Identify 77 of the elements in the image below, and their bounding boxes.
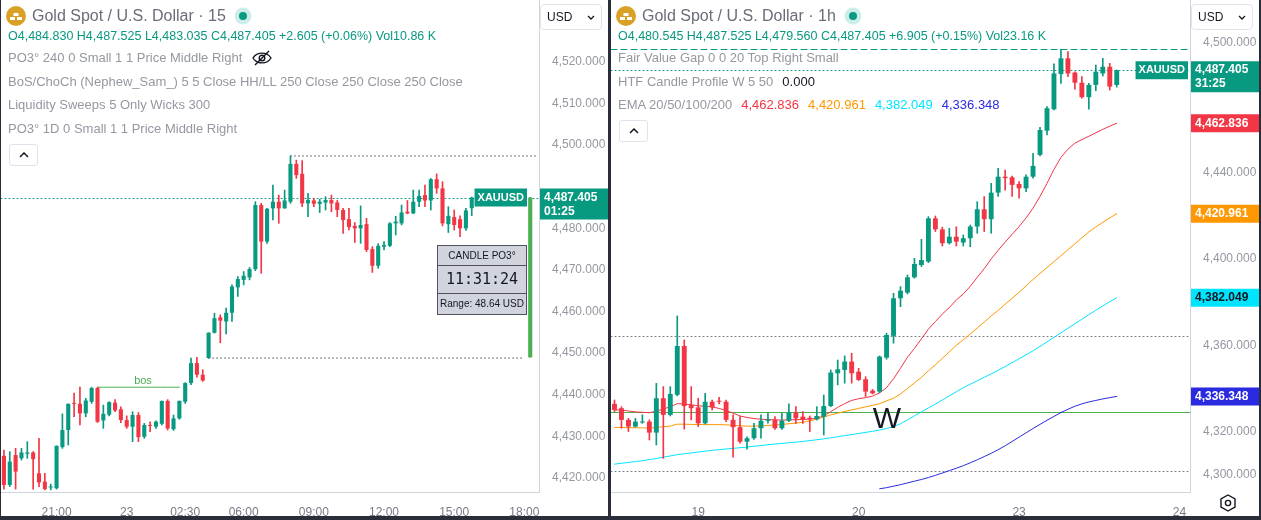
y-tick-label: 4,440.000 xyxy=(1203,164,1257,179)
text: 4,336.348 xyxy=(1195,388,1249,403)
y-tick-label: 4,500.000 xyxy=(1203,35,1257,50)
candlestick xyxy=(72,392,77,418)
y-tick-label: 4,360.000 xyxy=(1203,337,1257,352)
annotation: 4,462.836 xyxy=(741,96,800,114)
text: 4,420.961 xyxy=(1195,206,1249,220)
y-tick-label: 4,430.000 xyxy=(552,428,606,443)
candlestick xyxy=(953,226,959,247)
x-tick-label: 23 xyxy=(120,504,134,519)
candlestick xyxy=(148,421,153,433)
candlestick xyxy=(835,359,841,386)
text: 31:25 xyxy=(1195,76,1227,91)
candlestick xyxy=(1016,181,1022,199)
text: 4,487.405 xyxy=(544,189,598,204)
annotation: 0.000 xyxy=(782,72,815,91)
candlestick xyxy=(31,451,36,490)
candlestick xyxy=(814,406,820,421)
annotation: PO3° 1D 0 Small 1 1 Price Middle Right xyxy=(8,119,238,138)
text: 01:25 xyxy=(544,203,576,218)
candlestick xyxy=(381,241,387,251)
text: 4,487.405 xyxy=(1195,62,1249,77)
y-tick-label: 4,320.000 xyxy=(1203,424,1257,439)
y-tick-label: 4,460.000 xyxy=(552,303,606,318)
currency-select: USD xyxy=(540,4,602,30)
y-tick-label: 4,440.000 xyxy=(552,386,606,401)
annotation: Liquidity Sweeps 5 Only Wicks 300 xyxy=(8,96,211,114)
y-tick-label: 4,450.000 xyxy=(552,345,606,360)
candlestick xyxy=(744,436,750,450)
annotation: EMA 20/50/100/200 xyxy=(618,96,733,114)
x-tick-label: 20 xyxy=(851,504,866,519)
annotation: BoS/ChoCh (Nephew_Sam_) 5 5 Close HH/LL 250 Close 250 Close 250 Close xyxy=(8,72,463,91)
y-tick-label: 4,510.000 xyxy=(552,95,606,110)
candlestick xyxy=(218,314,223,344)
annotation: 4,382.049 xyxy=(874,96,933,114)
y-tick-label: 4,400.000 xyxy=(1203,251,1257,266)
candlestick xyxy=(48,483,53,491)
text: 4,382.049 xyxy=(1195,290,1249,305)
x-tick-label: 15:00 xyxy=(439,504,470,519)
annotation: HTF Candle Profile W 5 50 xyxy=(618,72,774,91)
info-box: CANDLE PO3° 11:31:24 Range: 48.64 USD xyxy=(437,245,527,315)
annotation: 11:31:24 xyxy=(438,266,526,294)
series-label: XAUUSD xyxy=(477,190,525,203)
x-tick-label: 21:00 xyxy=(41,504,72,519)
x-tick-label: 02:30 xyxy=(170,504,201,519)
annotation: PO3° 240 0 Small 1 1 Price Middle Right xyxy=(8,49,243,67)
x-tick-label: 09:00 xyxy=(298,504,330,519)
x-tick-label: 19 xyxy=(691,504,706,519)
annotation: CANDLE PO3° xyxy=(438,246,526,266)
x-tick-label: 18:00 xyxy=(509,504,540,519)
y-tick-label: 4,420.000 xyxy=(552,470,606,485)
candlestick xyxy=(36,438,42,487)
x-tick-label: 24 xyxy=(1172,504,1187,519)
annotation: Fair Value Gap 0 0 20 Top Right Small xyxy=(618,49,839,67)
annotation: 4,336.348 xyxy=(941,96,1000,114)
text: 4,462.836 xyxy=(1195,115,1249,130)
y-tick-label: 4,520.000 xyxy=(552,54,606,69)
text: O4,484.830 H4,487.525 L4,483.035 C4,487.405 +2.605 (+0.06%) Vol10.86 K xyxy=(8,28,437,44)
chart-title: Gold Spot / U.S. Dollar · 1h xyxy=(642,7,836,25)
candlestick xyxy=(716,397,722,405)
annotation: bos xyxy=(134,373,153,386)
annotation: 4,420.961 xyxy=(808,96,866,114)
x-tick-label: 12:00 xyxy=(369,504,400,519)
candlestick xyxy=(422,184,428,208)
y-tick-label: 4,300.000 xyxy=(1203,467,1257,482)
currency-select: USD xyxy=(1191,4,1253,30)
series-label: XAUUSD xyxy=(1138,63,1186,76)
candlestick xyxy=(765,413,771,424)
text: O4,480.545 H4,487.525 L4,479.560 C4,487.405 +6.905 (+0.15%) Vol23.16 K xyxy=(618,28,1047,44)
annotation: Range: 48.64 USD xyxy=(439,297,525,311)
candlestick xyxy=(77,386,82,426)
x-tick-label: 06:00 xyxy=(228,504,260,519)
y-tick-label: 4,480.000 xyxy=(552,220,606,235)
y-tick-label: 4,500.000 xyxy=(552,137,606,152)
chart-title: Gold Spot / U.S. Dollar · 15 xyxy=(32,7,226,25)
x-tick-label: 23 xyxy=(1012,504,1027,519)
y-tick-label: 4,470.000 xyxy=(552,262,606,277)
